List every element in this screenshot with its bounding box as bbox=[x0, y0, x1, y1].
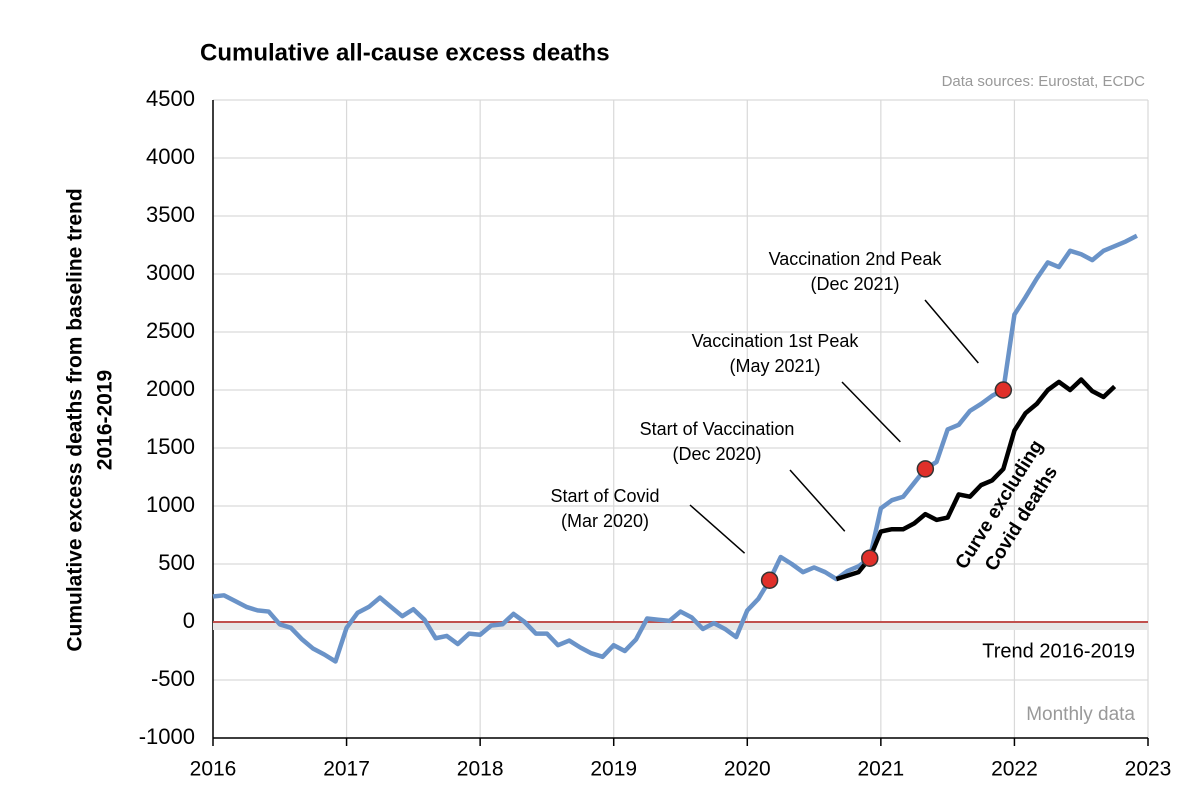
leader-line bbox=[789, 469, 846, 532]
annotation: (Dec 2020) bbox=[672, 444, 761, 464]
x-tick-label: 2022 bbox=[991, 758, 1038, 781]
y-tick-label: -1000 bbox=[139, 724, 195, 749]
annotation: Start of Covid bbox=[550, 486, 659, 506]
series-line bbox=[212, 233, 1138, 664]
marker bbox=[861, 549, 879, 567]
leader-line bbox=[689, 504, 746, 554]
x-tick-label: 2018 bbox=[457, 758, 504, 781]
x-tick-label: 2020 bbox=[724, 758, 771, 781]
marker bbox=[916, 460, 935, 478]
y-tick-label: 3500 bbox=[146, 202, 195, 227]
y-tick-label: 1500 bbox=[146, 434, 195, 459]
y-axis-label: 2016-2019 bbox=[94, 370, 117, 470]
y-tick-label: 1000 bbox=[146, 492, 195, 517]
annotation: Vaccination 2nd Peak bbox=[769, 249, 943, 269]
y-tick-label: 2500 bbox=[146, 318, 195, 343]
series-line bbox=[835, 377, 1117, 582]
y-tick-label: 3000 bbox=[146, 260, 195, 285]
y-tick-label: 2000 bbox=[146, 376, 195, 401]
leader-line bbox=[841, 381, 901, 443]
x-tick-label: 2017 bbox=[323, 758, 370, 781]
x-tick-label: 2021 bbox=[857, 758, 904, 781]
y-axis-label: Cumulative excess deaths from baseline t… bbox=[64, 188, 87, 651]
y-tick-label: 4500 bbox=[146, 86, 195, 111]
annotation: (Mar 2020) bbox=[561, 511, 649, 531]
x-tick-label: 2019 bbox=[590, 758, 637, 781]
chart-title: Cumulative all-cause excess deaths bbox=[200, 39, 610, 66]
y-tick-label: 0 bbox=[183, 608, 195, 633]
annotation: (Dec 2021) bbox=[810, 274, 899, 294]
annotation: Vaccination 1st Peak bbox=[692, 331, 860, 351]
annotation: Start of Vaccination bbox=[640, 419, 795, 439]
trend-label: Trend 2016-2019 bbox=[982, 640, 1135, 662]
x-tick-label: 2016 bbox=[190, 758, 237, 781]
marker bbox=[994, 381, 1013, 399]
x-tick-label: 2023 bbox=[1125, 758, 1172, 781]
note: Monthly data bbox=[1026, 704, 1135, 725]
y-tick-label: -500 bbox=[151, 666, 195, 691]
y-tick-label: 500 bbox=[158, 550, 195, 575]
annotation: (May 2021) bbox=[729, 356, 820, 376]
source: Data sources: Eurostat, ECDC bbox=[942, 73, 1146, 90]
leader-line bbox=[924, 299, 979, 364]
marker bbox=[760, 571, 779, 589]
y-tick-label: 4000 bbox=[146, 144, 195, 169]
